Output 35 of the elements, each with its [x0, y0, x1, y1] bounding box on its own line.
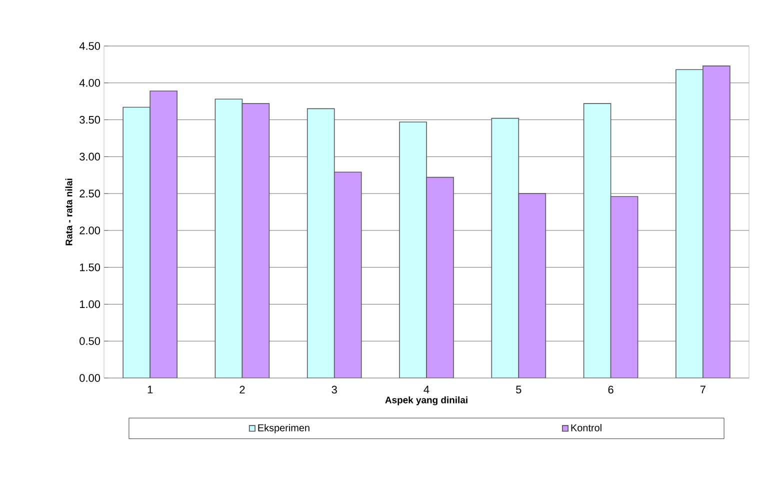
- x-tick-label: 1: [148, 386, 153, 394]
- x-tick-label: 2: [240, 386, 245, 394]
- y-tick-label: 2.50: [80, 190, 100, 198]
- x-tick-label: 5: [516, 386, 522, 394]
- x-tick-label: 6: [608, 386, 614, 394]
- bar: [122, 106, 150, 378]
- bar: [150, 90, 178, 378]
- y-tick-label: 4.00: [79, 79, 100, 87]
- bar: [334, 172, 362, 378]
- bar: [518, 193, 546, 378]
- legend-label: Kontrol: [571, 424, 602, 432]
- y-tick-label: 1.00: [80, 300, 100, 308]
- bar: [702, 66, 730, 378]
- legend-label: Eksperimen: [258, 424, 310, 434]
- y-tick-label: 3.50: [80, 116, 100, 124]
- bar: [306, 108, 335, 378]
- x-tick-label: 7: [700, 386, 706, 394]
- bar: [399, 122, 427, 378]
- bar: [583, 103, 612, 378]
- bar: [676, 69, 704, 378]
- y-tick-label: 3.00: [80, 152, 100, 161]
- y-tick-label: 0.00: [80, 374, 100, 382]
- y-tick-label: 1.50: [80, 263, 100, 272]
- y-axis-title: Rata - rata nilai: [65, 178, 72, 246]
- bar: [491, 118, 520, 378]
- y-tick-label: 4.50: [79, 42, 100, 50]
- x-axis-title: Aspek yang dinilai: [385, 396, 468, 406]
- x-tick-label: 3: [332, 386, 337, 394]
- bar: [426, 176, 454, 378]
- x-tick-label: 4: [424, 386, 430, 394]
- y-tick-label: 0.50: [80, 337, 100, 345]
- bar: [242, 104, 270, 378]
- bar: [610, 196, 638, 378]
- bar: [215, 99, 242, 378]
- y-tick-label: 2.00: [80, 226, 100, 234]
